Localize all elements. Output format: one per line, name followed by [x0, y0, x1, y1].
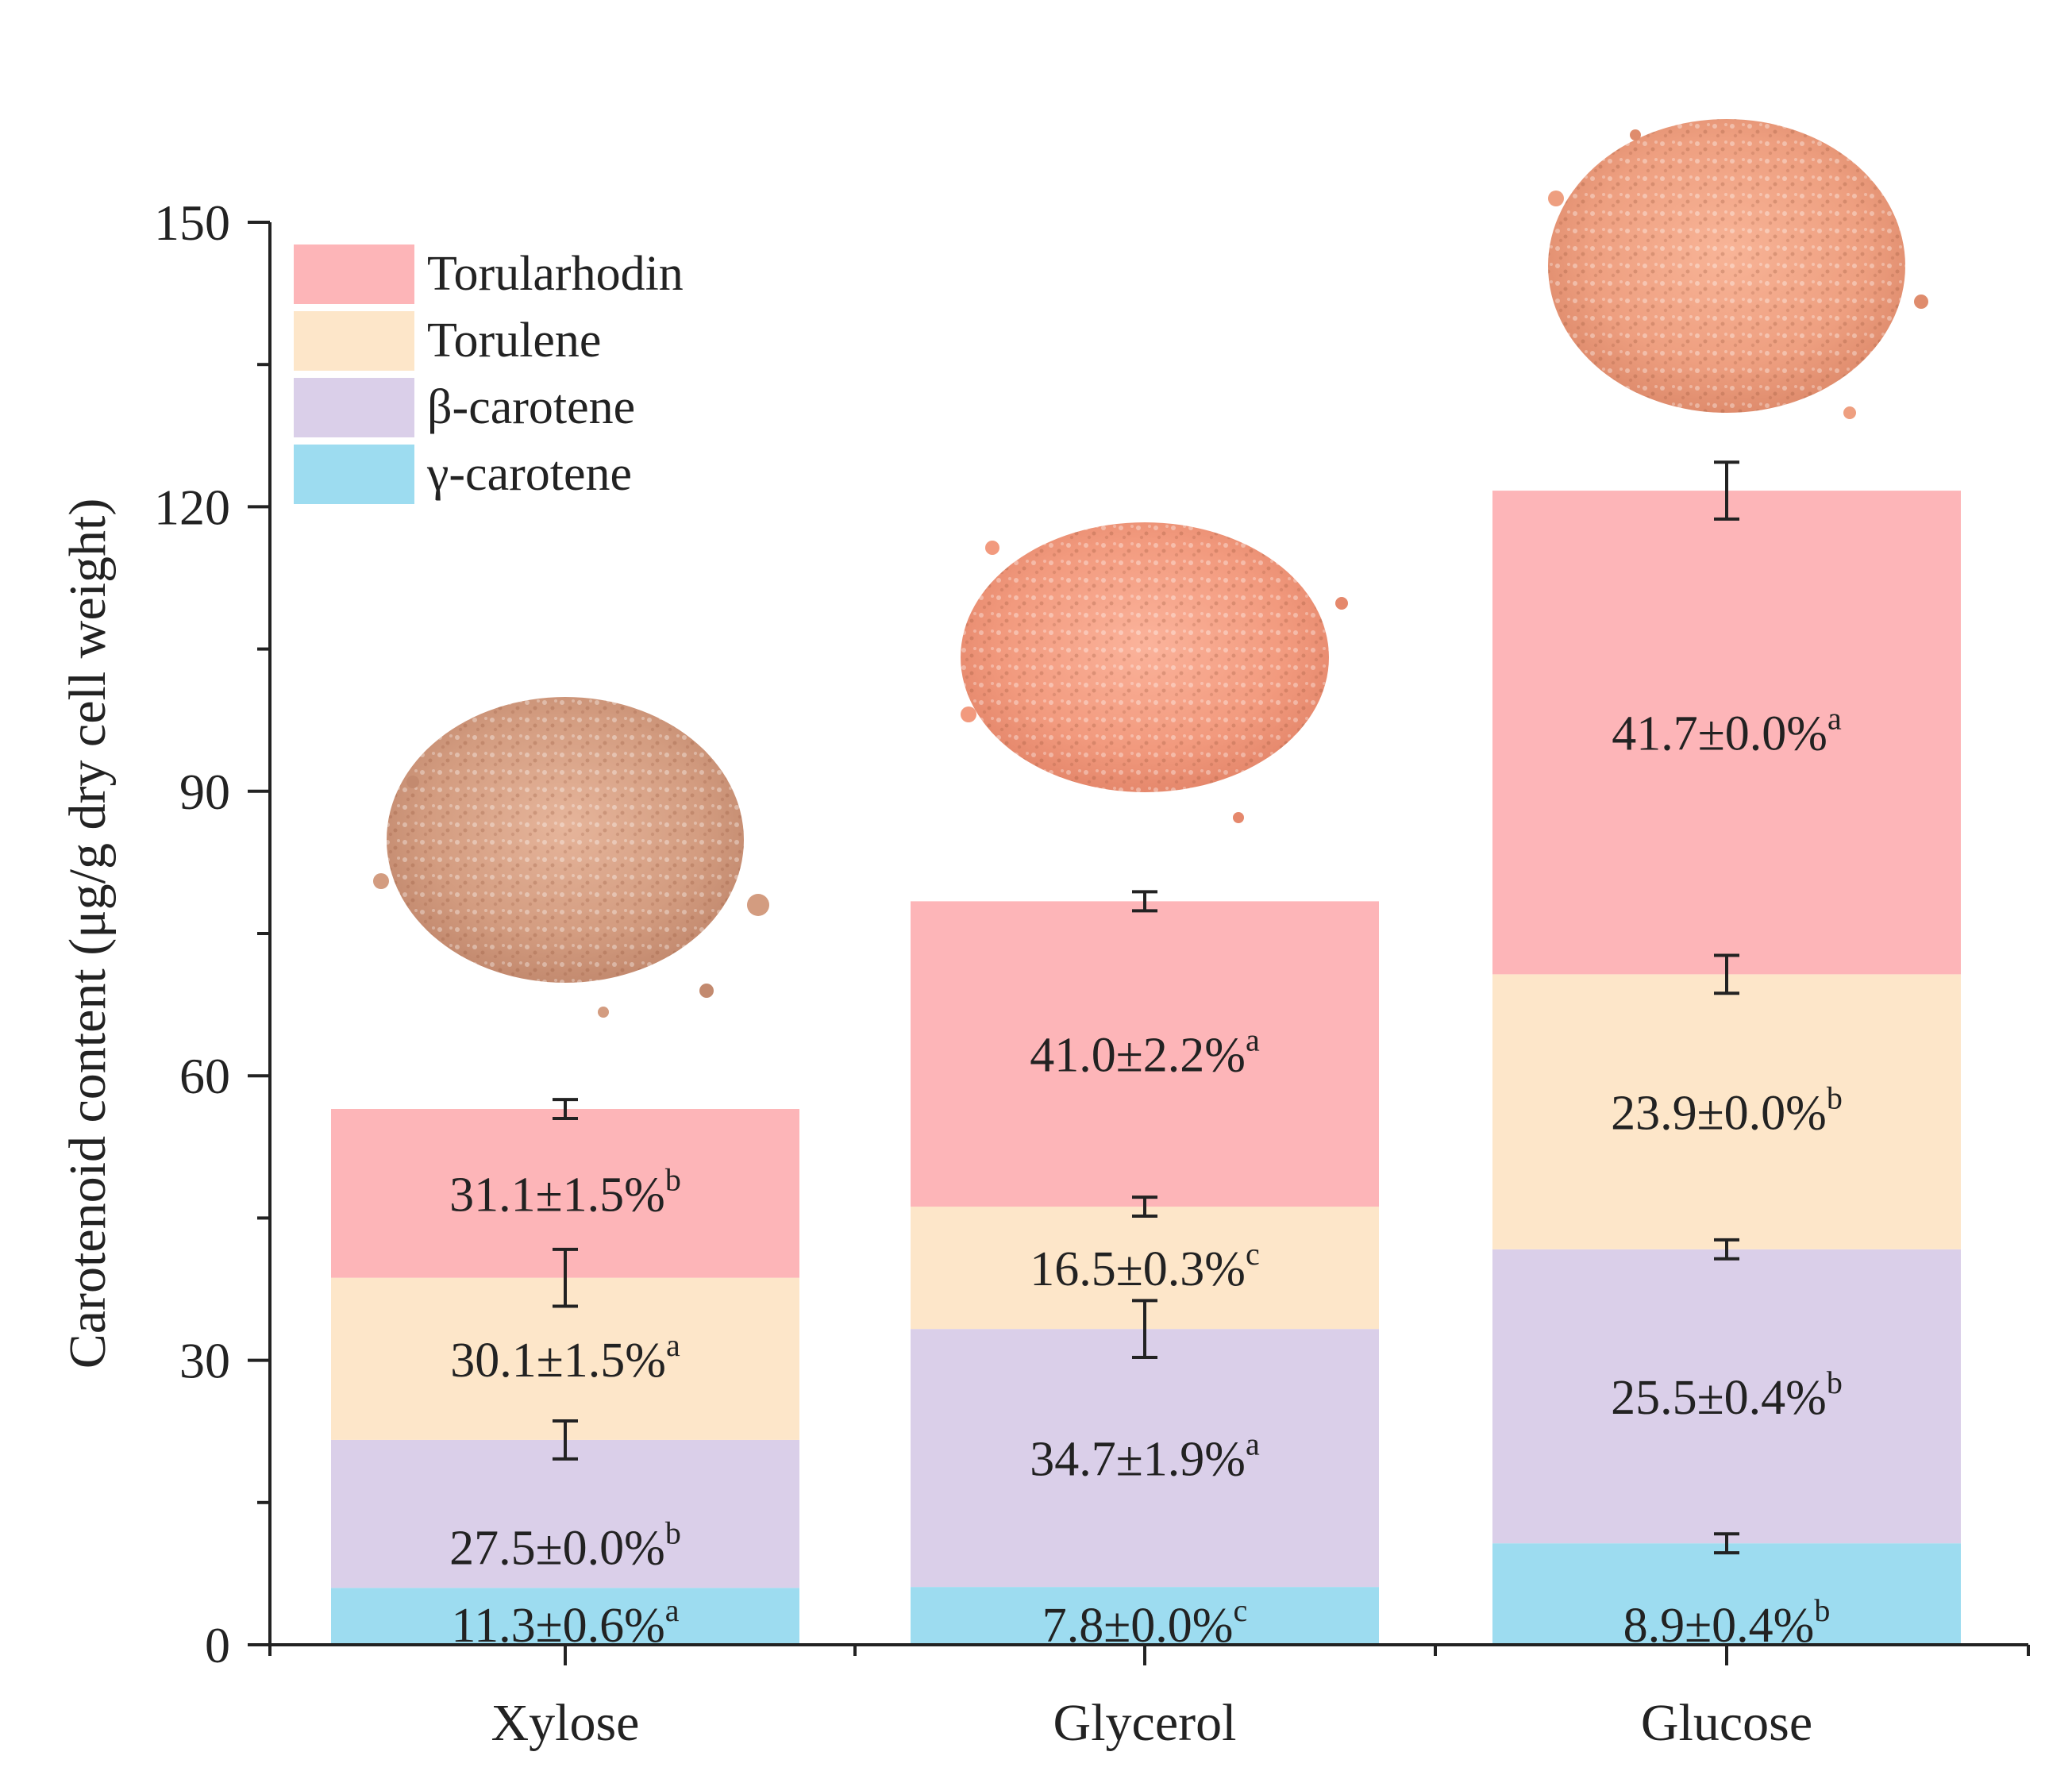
legend-swatch-gamma-carotene — [294, 445, 414, 504]
bar-glycerol-torularhodin — [911, 901, 1379, 1207]
x-tick-label-glycerol: Glycerol — [1053, 1694, 1237, 1752]
error-bar-xylose-torulene — [553, 1247, 578, 1308]
bar-glucose-beta — [1492, 1249, 1961, 1544]
legend-swatch-beta-carotene — [294, 378, 414, 437]
error-bar-glycerol-torulene — [1132, 1195, 1157, 1219]
bar-glucose-torulene — [1492, 974, 1961, 1249]
y-tick-label: 90 — [179, 764, 230, 820]
error-bar-glycerol-beta — [1132, 1299, 1157, 1360]
legend-label-beta-carotene: β-carotene — [427, 380, 635, 434]
y-tick-label: 0 — [205, 1617, 230, 1673]
segment-label-glycerol-torularhodin: 41.0±2.2%a — [1030, 1022, 1260, 1083]
legend-label-torulene: Torulene — [427, 314, 601, 368]
y-tick-label: 60 — [179, 1048, 230, 1104]
bar-glucose-torularhodin — [1492, 491, 1961, 975]
segment-label-xylose-torulene: 30.1±1.5%a — [450, 1327, 680, 1388]
segment-label-glycerol-torulene: 16.5±0.3%c — [1030, 1236, 1259, 1296]
error-bar-glucose-torularhodin — [1714, 460, 1739, 521]
bar-glycerol-gamma — [911, 1587, 1379, 1645]
powder-photo-glycerol — [961, 522, 1348, 823]
y-tick-label: 120 — [154, 479, 230, 535]
segment-label-xylose-torularhodin: 31.1±1.5%b — [449, 1161, 681, 1222]
x-ticks: Xylose Glycerol Glucose — [268, 1645, 2030, 1752]
legend-label-gamma-carotene: γ-carotene — [426, 447, 632, 501]
x-tick-label-xylose: Xylose — [491, 1694, 640, 1752]
y-tick-label: 150 — [154, 194, 230, 251]
bar-xylose-beta — [331, 1439, 799, 1588]
powder-photos — [373, 119, 1928, 1018]
error-bar-glycerol-torularhodin — [1132, 890, 1157, 913]
legend: Torularhodin Torulene β-carotene γ-carot… — [294, 244, 684, 504]
segment-label-glucose-beta: 25.5±0.4%b — [1611, 1365, 1843, 1425]
bar-glycerol-beta — [911, 1329, 1379, 1588]
segment-label-glycerol-beta: 34.7±1.9%a — [1030, 1426, 1260, 1487]
error-bar-xylose-torularhodin — [553, 1098, 578, 1120]
error-bar-glucose-gamma — [1714, 1532, 1739, 1555]
error-bars-layer — [553, 460, 1739, 1555]
y-tick-label: 30 — [179, 1333, 230, 1389]
segment-label-xylose-beta: 27.5±0.0%b — [449, 1515, 681, 1575]
segment-label-glucose-torulene: 23.9±0.0%b — [1611, 1080, 1843, 1141]
error-bar-glucose-beta — [1714, 1238, 1739, 1261]
error-bar-glucose-torulene — [1714, 953, 1739, 995]
powder-photo-glucose — [1548, 119, 1928, 419]
powder-photo-xylose — [373, 697, 769, 1018]
segment-label-glucose-torularhodin: 41.7±0.0%a — [1612, 701, 1842, 761]
x-tick-label-glucose: Glucose — [1641, 1694, 1812, 1752]
error-bar-xylose-beta — [553, 1419, 578, 1461]
bar-xylose-gamma — [331, 1588, 799, 1645]
legend-swatch-torularhodin — [294, 244, 414, 304]
y-axis-title: Carotenoid content (μg/g dry cell weight… — [59, 499, 117, 1369]
y-ticks: 0 30 60 90 120 150 — [154, 194, 270, 1673]
axes: 0 30 60 90 120 150 Xylose Glycerol Glucose Caro… — [59, 194, 2030, 1752]
bar-glucose-gamma — [1492, 1543, 1961, 1645]
legend-label-torularhodin: Torularhodin — [427, 247, 684, 301]
legend-swatch-torulene — [294, 311, 414, 371]
